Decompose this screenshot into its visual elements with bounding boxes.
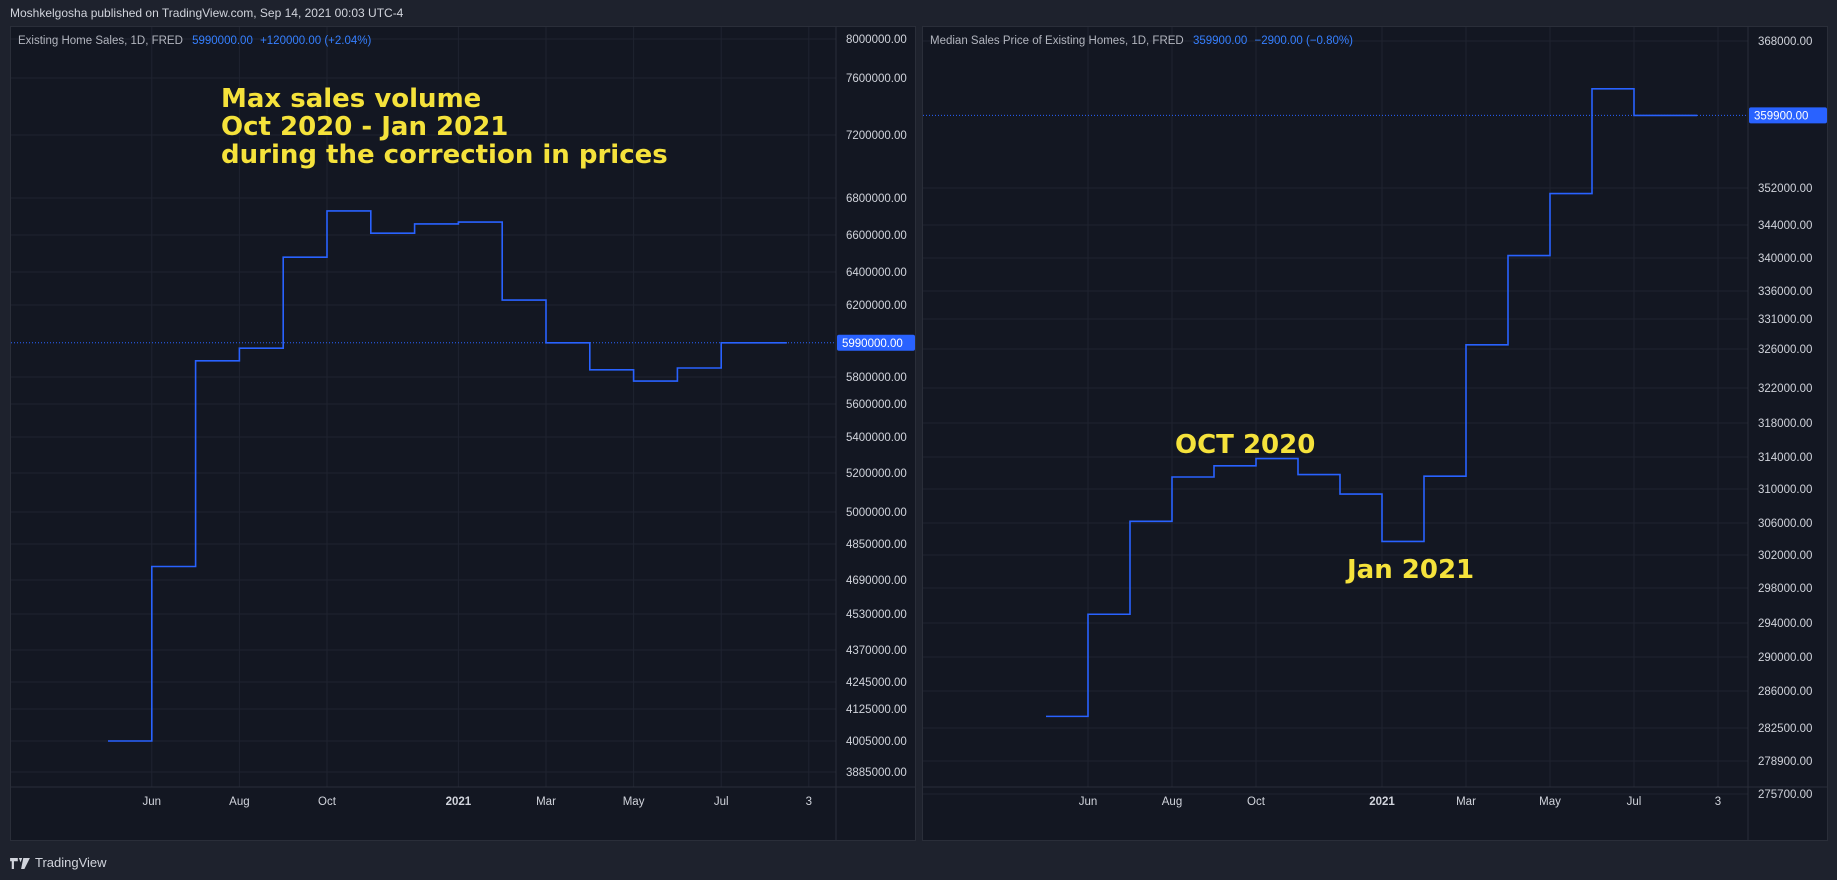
publish-info: Moshkelgosha published on TradingView.co… (10, 6, 404, 20)
y-tick-label: 322000.00 (1758, 383, 1812, 395)
y-axis-ticks: 368000.00 352000.00 344000.00 340000.00 3360… (1758, 36, 1812, 801)
grid (11, 27, 836, 787)
legend-right: Median Sales Price of Existing Homes, 1D… (930, 35, 1353, 47)
series-line[interactable] (1046, 87, 1697, 718)
x-tick-label: May (623, 796, 645, 808)
y-tick-label: 286000.00 (1758, 686, 1812, 698)
y-tick-label: 8000000.00 (846, 34, 907, 46)
chart-annotation: during the correction in prices (221, 140, 668, 170)
y-tick-label: 6200000.00 (846, 300, 907, 312)
series-title-left: Existing Home Sales, 1D, FRED (18, 35, 183, 47)
y-tick-label: 4125000.00 (846, 704, 907, 716)
y-tick-label: 5600000.00 (846, 399, 907, 411)
y-tick-label: 6400000.00 (846, 267, 907, 279)
legend-left: Existing Home Sales, 1D, FRED 5990000.00… (18, 35, 371, 47)
chart-panel-existing-home-sales[interactable]: 8000000.00 7600000.00 7200000.00 6800000.00… (10, 26, 916, 841)
x-tick-label: Aug (1162, 796, 1182, 808)
grid (923, 27, 1748, 795)
y-tick-label: 4690000.00 (846, 575, 907, 587)
x-axis-ticks: Jun Aug Oct 2021 Mar May Jul 3 (143, 796, 812, 808)
chart-annotation: OCT 2020 (1175, 430, 1315, 460)
y-tick-label: 4850000.00 (846, 539, 907, 551)
y-tick-label: 5400000.00 (846, 432, 907, 444)
x-tick-label: Oct (318, 796, 337, 808)
y-tick-label: 4005000.00 (846, 736, 907, 748)
y-tick-label: 352000.00 (1758, 183, 1812, 195)
x-axis-ticks: Jun Aug Oct 2021 Mar May Jul 3 (1079, 796, 1721, 808)
series-line[interactable] (108, 210, 787, 742)
x-tick-label: Jun (1079, 796, 1098, 808)
y-axis-ticks: 8000000.00 7600000.00 7200000.00 6800000.00… (846, 34, 907, 779)
y-tick-label: 275700.00 (1758, 789, 1812, 801)
y-tick-label: 302000.00 (1758, 550, 1812, 562)
series-change-right: −2900.00 (−0.80%) (1254, 35, 1353, 47)
last-value-tag: 359900.00 (1749, 107, 1827, 124)
series-value-left: 5990000.00 (192, 35, 253, 47)
x-tick-label: 2021 (1369, 796, 1395, 808)
chart-svg-left[interactable]: 8000000.00 7600000.00 7200000.00 6800000.00… (11, 27, 916, 841)
y-tick-label: 368000.00 (1758, 36, 1812, 48)
y-tick-label: 4530000.00 (846, 609, 907, 621)
series-value-right: 359900.00 (1192, 35, 1248, 47)
y-tick-label: 326000.00 (1758, 344, 1812, 356)
last-value-tag-label: 5990000.00 (842, 338, 903, 350)
y-tick-label: 6600000.00 (846, 230, 907, 242)
y-tick-label: 298000.00 (1758, 583, 1812, 595)
y-tick-label: 5000000.00 (846, 507, 907, 519)
tradingview-brand-text: TradingView (35, 855, 107, 870)
x-tick-label: Jul (1627, 796, 1642, 808)
y-tick-label: 4245000.00 (846, 677, 907, 689)
last-value-tag: 5990000.00 (837, 334, 915, 351)
x-tick-label: 3 (1715, 796, 1721, 808)
tradingview-logo[interactable]: TradingView (0, 848, 107, 878)
y-tick-label: 340000.00 (1758, 253, 1812, 265)
chart-svg-right[interactable]: 368000.00 352000.00 344000.00 340000.00 3360… (923, 27, 1828, 841)
x-tick-label: 3 (806, 796, 812, 808)
x-tick-label: Jul (714, 796, 729, 808)
y-tick-label: 7200000.00 (846, 130, 907, 142)
x-tick-label: Aug (229, 796, 249, 808)
last-value-tag-label: 359900.00 (1754, 110, 1808, 122)
x-tick-label: Mar (536, 796, 556, 808)
y-tick-label: 290000.00 (1758, 652, 1812, 664)
y-tick-label: 3885000.00 (846, 767, 907, 779)
y-tick-label: 6800000.00 (846, 193, 907, 205)
y-tick-label: 344000.00 (1758, 220, 1812, 232)
y-tick-label: 5800000.00 (846, 372, 907, 384)
x-tick-label: Oct (1247, 796, 1266, 808)
x-tick-label: Jun (143, 796, 162, 808)
y-tick-label: 5200000.00 (846, 468, 907, 480)
chart-annotation: Jan 2021 (1345, 555, 1474, 585)
y-tick-label: 4370000.00 (846, 645, 907, 657)
y-tick-label: 314000.00 (1758, 452, 1812, 464)
y-tick-label: 306000.00 (1758, 518, 1812, 530)
series-title-right: Median Sales Price of Existing Homes, 1D… (930, 35, 1184, 47)
y-tick-label: 331000.00 (1758, 314, 1812, 326)
y-tick-label: 310000.00 (1758, 484, 1812, 496)
x-tick-label: May (1539, 796, 1561, 808)
x-tick-label: 2021 (446, 796, 472, 808)
y-tick-label: 282500.00 (1758, 723, 1812, 735)
y-tick-label: 294000.00 (1758, 618, 1812, 630)
chart-annotation: Max sales volume (221, 84, 481, 114)
y-tick-label: 336000.00 (1758, 286, 1812, 298)
footer-bar: TradingView (0, 848, 1837, 878)
y-tick-label: 318000.00 (1758, 418, 1812, 430)
chart-annotation: Oct 2020 - Jan 2021 (221, 112, 508, 142)
y-tick-label: 278900.00 (1758, 756, 1812, 768)
y-tick-label: 7600000.00 (846, 73, 907, 85)
publish-header: Moshkelgosha published on TradingView.co… (0, 0, 1837, 26)
x-tick-label: Mar (1456, 796, 1476, 808)
chart-panel-median-sales-price[interactable]: 368000.00 352000.00 344000.00 340000.00 3360… (922, 26, 1828, 841)
tradingview-logo-icon (10, 857, 30, 869)
series-change-left: +120000.00 (+2.04%) (260, 35, 372, 47)
